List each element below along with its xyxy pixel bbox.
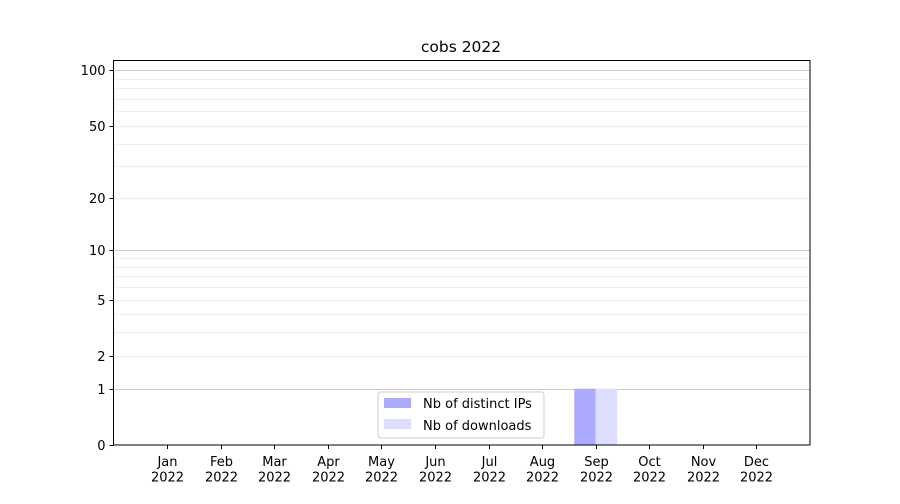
y-tick-label: 1 — [97, 383, 105, 398]
y-tick-label: 20 — [89, 192, 106, 207]
y-tick-label: 0 — [97, 439, 105, 454]
x-tick-label: Oct — [638, 455, 660, 470]
x-tick-label: Nov — [691, 455, 717, 470]
x-tick-label: Feb — [210, 455, 233, 470]
y-tick-label: 5 — [97, 294, 105, 309]
x-tick-label: 2022 — [205, 471, 238, 486]
x-tick-label: Mar — [262, 455, 287, 470]
bar-downloads — [595, 388, 618, 445]
x-tick-label: Apr — [317, 455, 340, 470]
x-tick-label: Jul — [481, 455, 498, 470]
x-tick-label: 2022 — [633, 471, 666, 486]
legend-box — [377, 391, 545, 439]
x-tick-label: Jan — [156, 455, 177, 470]
x-tick-label: Jun — [424, 455, 445, 470]
y-tick-label: 10 — [89, 244, 106, 259]
y-tick-label: 50 — [89, 120, 106, 135]
x-tick-label: 2022 — [740, 471, 773, 486]
x-tick-label: 2022 — [526, 471, 559, 486]
legend: Nb of distinct IPs Nb of downloads — [377, 391, 545, 439]
x-tick-label: 2022 — [419, 471, 452, 486]
legend-label-distinct-ips: Nb of distinct IPs — [423, 397, 532, 412]
x-tick-label: 2022 — [365, 471, 398, 486]
legend-swatch-distinct-ips — [384, 398, 411, 408]
x-tick-label: 2022 — [473, 471, 506, 486]
x-tick-label: 2022 — [151, 471, 184, 486]
x-tick-label: May — [368, 455, 395, 470]
x-axis: Jan2022Feb2022Mar2022Apr2022May2022Jun20… — [151, 445, 773, 486]
gridlines — [113, 70, 810, 390]
y-tick-label: 2 — [97, 350, 105, 365]
y-axis: 0 1 2 5 10 20 50 100 — [81, 64, 114, 454]
x-tick-label: 2022 — [312, 471, 345, 486]
x-tick-label: 2022 — [258, 471, 291, 486]
y-tick-label: 100 — [81, 64, 106, 79]
legend-swatch-downloads — [384, 419, 411, 429]
x-tick-label: Aug — [530, 455, 555, 470]
x-tick-label: Dec — [744, 455, 769, 470]
plot-frame — [113, 60, 811, 446]
x-tick-label: 2022 — [687, 471, 720, 486]
x-tick-label: Sep — [584, 455, 609, 470]
bar-distinct-ips — [574, 388, 596, 445]
legend-label-downloads: Nb of downloads — [423, 419, 532, 434]
bars — [574, 388, 618, 445]
x-tick-label: 2022 — [580, 471, 613, 486]
chart-title: cobs 2022 — [421, 38, 501, 56]
